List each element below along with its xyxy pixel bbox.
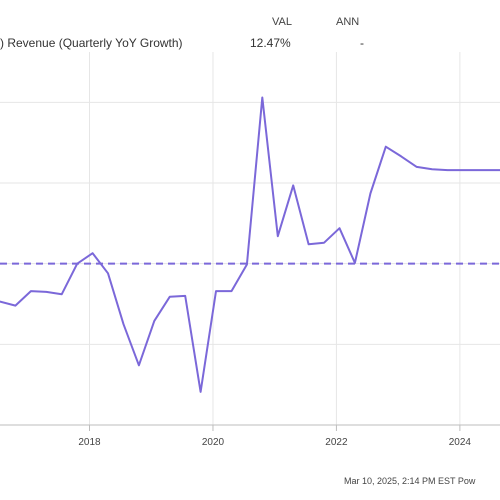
legend-series-value: 12.47% — [250, 36, 291, 50]
chart-timestamp: Mar 10, 2025, 2:14 PM EST Pow — [344, 476, 476, 486]
x-tick-label-2018: 2018 — [78, 437, 101, 448]
x-tick-label-2022: 2022 — [325, 437, 348, 448]
line-chart[interactable]: 2018 2020 2022 2024 — [0, 0, 500, 470]
series-line-0 — [0, 96, 500, 393]
legend-series-ann: - — [360, 36, 364, 50]
legend-series-label[interactable]: ) Revenue (Quarterly YoY Growth) — [0, 36, 183, 50]
x-tick-label-2020: 2020 — [202, 437, 225, 448]
legend-header-val: VAL — [272, 16, 292, 28]
legend-header-ann: ANN — [336, 16, 360, 28]
x-tick-label-2024: 2024 — [449, 437, 472, 448]
